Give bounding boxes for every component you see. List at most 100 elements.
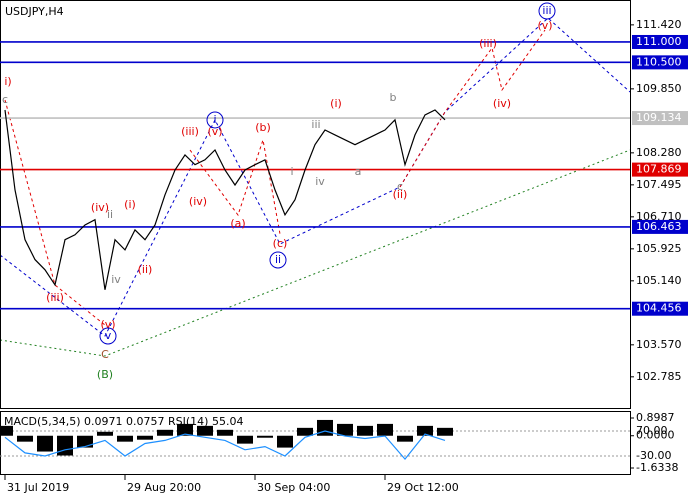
level-label: 110.500 [636,55,682,68]
wave-label: (v) [207,125,222,138]
wave-label: (i) [330,97,342,110]
indicator-frame [0,411,631,475]
wave-circle [269,251,287,269]
wave-label: i) [4,75,11,88]
wave-label: i [290,165,293,178]
wave-label: C [101,348,109,361]
level-label-box [632,162,688,177]
macd-bar [417,425,433,436]
wave-label: iv [111,273,121,286]
macd-bar [157,429,173,436]
level-label: 104.456 [636,302,682,315]
macd-bar [357,425,373,436]
y-tick-label: 105.140 [636,274,682,287]
wave-label: i [213,113,216,126]
macd-bar [57,435,73,456]
macd-bar [37,435,53,452]
macd-bar [137,435,153,440]
x-tick-label: 29 Aug 20:00 [127,481,201,494]
macd-bar [97,431,113,436]
wave-label: (b) [255,121,271,134]
y-tick-label: 107.495 [636,178,682,191]
wave-label: a [355,165,362,178]
macd-bar [377,423,393,436]
macd-bar [217,429,233,436]
wave-label: (ii) [138,263,153,276]
wave-label: (i) [124,198,136,211]
wave-label: (a) [230,217,245,230]
wave-label: iii [542,4,551,17]
wave-label: (iii) [46,291,64,304]
y-tick-label: 106.710 [636,210,682,223]
wave-label: (B) [97,368,113,381]
wave-label: (iii) [479,37,497,50]
macd-bar [0,425,13,436]
wave-line [4,99,106,326]
level-label-box [632,55,688,70]
wave-label: ii [275,253,281,266]
level-label-box [632,34,688,49]
x-tick-label: 31 Jul 2019 [7,481,69,494]
y2-tick-label: 70.00 [636,424,668,437]
wave-lines [0,17,631,357]
macd-bar [77,435,93,448]
wave-label: (v) [100,318,115,331]
y-tick-label: 0.0000 [636,429,675,442]
macd-bar [297,427,313,436]
wave-label: (v) [537,19,552,32]
wave-label: (iv) [493,97,511,110]
wave-label: (iii) [181,125,199,138]
y-tick-label: 109.850 [636,82,682,95]
wave-label: v [105,329,112,342]
macd-bar [337,423,353,436]
wave-label: iv [315,175,325,188]
y-tick-label: 103.570 [636,338,682,351]
macd-bar [277,435,293,448]
macd-bar [17,435,33,442]
level-label-box [632,219,688,234]
x-tick-label: 29 Oct 12:00 [387,481,459,494]
wave-label: (iv) [91,201,109,214]
y-tick-label: 102.785 [636,370,682,383]
macd-bar [117,435,133,442]
level-label: 111.000 [636,35,682,48]
x-tick-label: 30 Sep 04:00 [257,481,330,494]
wave-label: (ii) [393,188,408,201]
macd-bar [397,435,413,442]
y-tick-label: 0.8987 [636,411,675,424]
wave-label: (c) [273,237,288,250]
y-tick-label: 108.280 [636,146,682,159]
macd-bar [237,435,253,444]
wave-circle [206,111,224,129]
rsi-line [4,430,446,461]
level-label-box [632,301,688,316]
forecast-line [399,29,546,188]
level-label: 109.134 [636,111,682,124]
wave-label: (iv) [189,195,207,208]
level-label-box [632,111,688,126]
level-label: 106.463 [636,220,682,233]
level-label: 107.869 [636,163,682,176]
wave-line [189,139,281,235]
macd-bar [177,423,193,436]
wave-circle [99,327,117,345]
wave-circle [538,2,556,20]
macd-bar [437,427,453,436]
trend-line [0,149,631,357]
macd-bar [197,425,213,436]
y2-tick-label: -30.00 [636,449,671,462]
wave-label: ii [107,208,113,221]
y-tick-label: 105.925 [636,242,682,255]
y-tick-label: 111.420 [636,18,682,31]
y-tick-label: -1.6338 [636,461,678,474]
main-frame [0,0,631,409]
chart-title: USDJPY,H4 [5,5,64,18]
wave-label: b [390,91,397,104]
wave-label: c [397,180,403,193]
wave-label: c [2,93,8,106]
wave-label: iii [311,118,320,131]
price-line [4,109,446,290]
macd-bar [257,435,273,438]
